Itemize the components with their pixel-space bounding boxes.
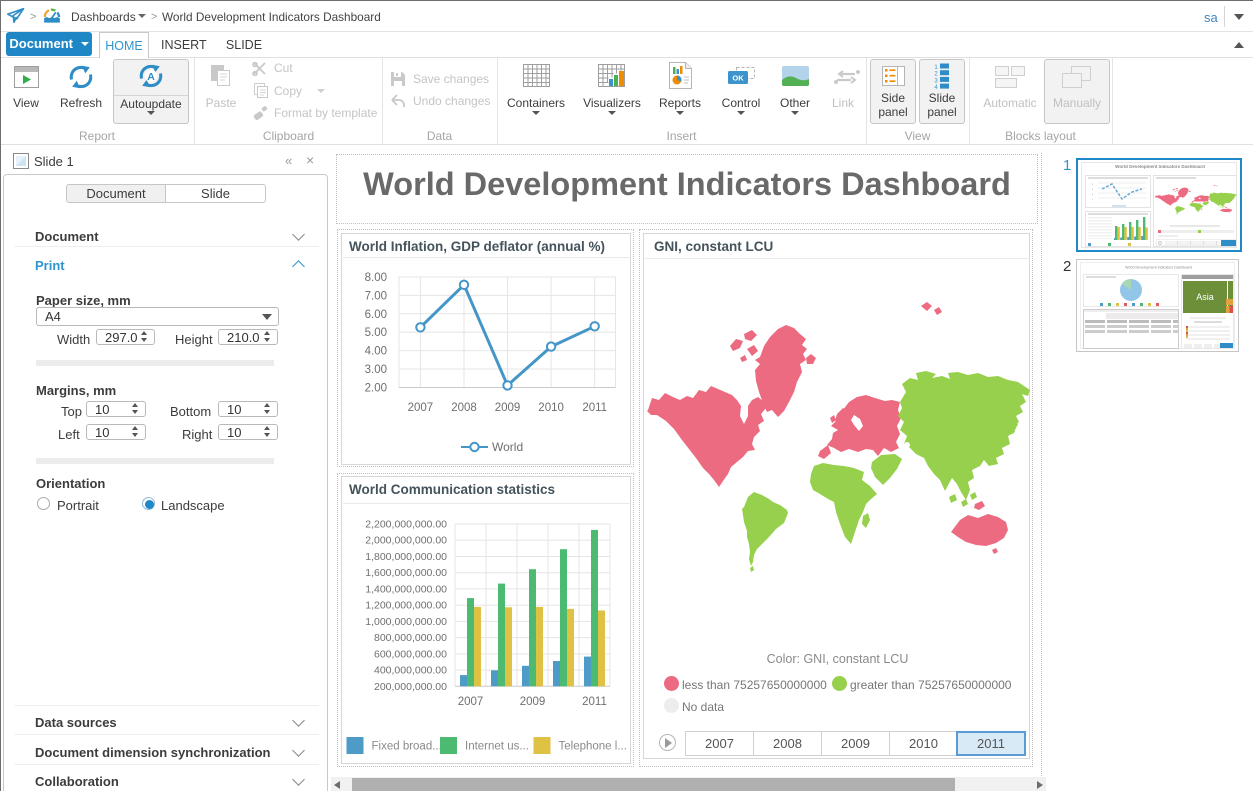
svg-text:4.00: 4.00	[365, 346, 387, 358]
svg-text:1,800,000,000.00: 1,800,000,000.00	[365, 551, 447, 563]
svg-text:2011: 2011	[582, 696, 607, 708]
svg-text:2007: 2007	[458, 696, 484, 708]
svg-text:600,000,000.00: 600,000,000.00	[374, 648, 447, 660]
svg-text:2,000,000,000.00: 2,000,000,000.00	[365, 535, 447, 547]
svg-text:2008: 2008	[451, 402, 477, 414]
svg-text:1,000,000,000.00: 1,000,000,000.00	[365, 616, 447, 628]
svg-text:7.00: 7.00	[365, 290, 387, 302]
svg-text:2007: 2007	[408, 402, 434, 414]
svg-text:200,000,000.00: 200,000,000.00	[374, 681, 447, 693]
svg-text:2.00: 2.00	[365, 382, 387, 394]
svg-text:Internet us...: Internet us...	[465, 741, 529, 753]
svg-text:2009: 2009	[495, 402, 521, 414]
svg-text:3: 3	[934, 78, 938, 84]
svg-text:A: A	[147, 71, 155, 83]
svg-text:2011: 2011	[582, 402, 607, 414]
svg-text:4: 4	[934, 85, 938, 89]
svg-text:6: 6	[1092, 189, 1094, 191]
svg-text:1,600,000,000.00: 1,600,000,000.00	[365, 567, 447, 579]
svg-text:3.00: 3.00	[365, 364, 387, 376]
svg-text:1,200,000,000.00: 1,200,000,000.00	[365, 600, 447, 612]
svg-text:Telephone l...: Telephone l...	[559, 741, 627, 753]
svg-text:4: 4	[1092, 194, 1094, 196]
svg-text:8.00: 8.00	[365, 272, 387, 284]
svg-text:1,400,000,000.00: 1,400,000,000.00	[365, 583, 447, 595]
svg-text:OK: OK	[732, 74, 744, 83]
svg-text:2: 2	[934, 72, 938, 78]
svg-text:1: 1	[934, 65, 938, 71]
svg-text:World: World	[492, 440, 523, 454]
svg-text:2: 2	[1092, 199, 1094, 201]
svg-text:400,000,000.00: 400,000,000.00	[374, 665, 447, 677]
svg-text:Fixed broad...: Fixed broad...	[372, 741, 442, 753]
svg-text:8: 8	[1092, 184, 1094, 186]
svg-text:800,000,000.00: 800,000,000.00	[374, 632, 447, 644]
svg-text:2010: 2010	[538, 402, 564, 414]
svg-text:2009: 2009	[520, 696, 546, 708]
svg-text:2,200,000,000.00: 2,200,000,000.00	[365, 519, 447, 531]
svg-text:6.00: 6.00	[365, 309, 387, 321]
svg-text:5.00: 5.00	[365, 327, 387, 339]
